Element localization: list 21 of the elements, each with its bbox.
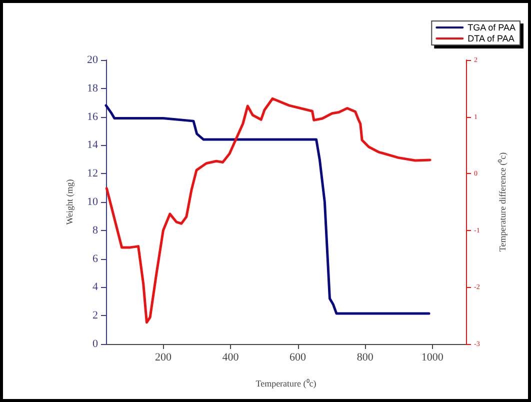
y-tick-label: 8 — [92, 224, 98, 236]
y2-axis-title: Temperature difference (⁰c) — [498, 152, 508, 252]
y-tick-label: 20 — [87, 54, 98, 66]
legend-label: TGA of PAA — [468, 22, 516, 32]
x-axis-title: Temperature (⁰c) — [256, 378, 316, 388]
y-tick-label: 16 — [87, 110, 98, 123]
x-tick-label: 400 — [222, 352, 240, 364]
y-axis-title: Weight (mg) — [64, 179, 74, 225]
y-tick-label: 2 — [92, 310, 98, 322]
x-tick-label: 200 — [154, 352, 172, 364]
y-tick-label: 14 — [87, 139, 98, 152]
y-tick-label: 10 — [87, 196, 98, 208]
y-tick-label: 0 — [92, 338, 98, 350]
y-tick-label: 18 — [87, 82, 98, 94]
legend-label: DTA of PAA — [468, 34, 514, 44]
x-tick-label: 800 — [356, 352, 374, 364]
y-tick-label: 6 — [92, 252, 98, 265]
y-tick-label: 12 — [87, 168, 98, 180]
x-tick-label: 600 — [290, 352, 307, 364]
x-tick-label: 1000 — [421, 352, 444, 364]
y-tick-label: 4 — [92, 281, 98, 294]
